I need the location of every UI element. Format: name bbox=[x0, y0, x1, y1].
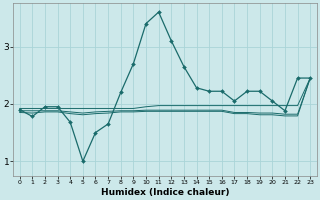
X-axis label: Humidex (Indice chaleur): Humidex (Indice chaleur) bbox=[101, 188, 229, 197]
